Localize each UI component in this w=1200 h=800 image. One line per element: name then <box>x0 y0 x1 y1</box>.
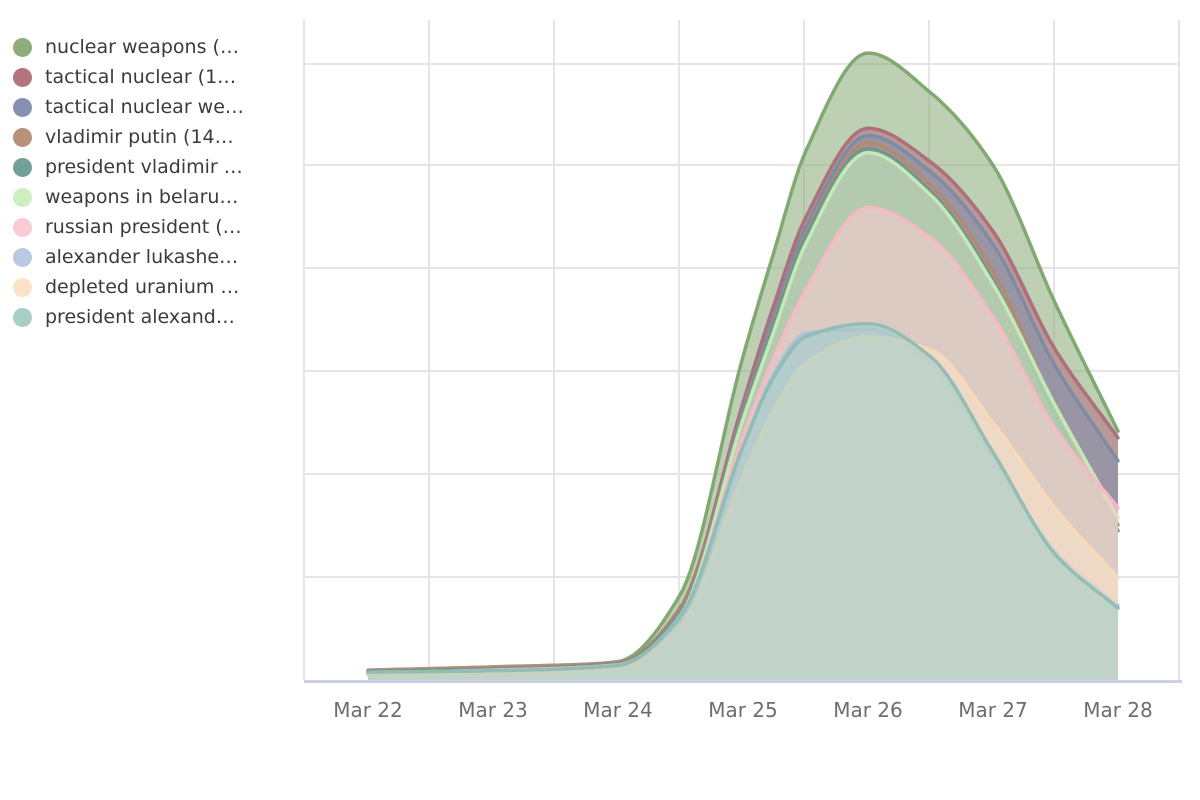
x-axis-label: Mar 24 <box>583 698 653 722</box>
legend-item-tactical-nuclear[interactable]: tactical nuclear (1… <box>13 62 244 92</box>
legend-label: tactical nuclear we… <box>45 96 244 118</box>
legend-label: tactical nuclear (1… <box>45 66 237 88</box>
legend-item-vladimir-putin[interactable]: vladimir putin (14… <box>13 122 244 152</box>
legend-item-president-vladimir[interactable]: president vladimir … <box>13 152 244 182</box>
legend-label: alexander lukashe… <box>45 246 239 268</box>
x-axis-label: Mar 26 <box>833 698 903 722</box>
legend-swatch-icon <box>13 67 32 87</box>
legend-label: russian president (… <box>45 216 242 238</box>
x-axis-label: Mar 25 <box>708 698 778 722</box>
legend-label: nuclear weapons (… <box>45 36 239 58</box>
chart-legend: nuclear weapons (… tactical nuclear (1… ta… <box>13 32 244 332</box>
legend-swatch-icon <box>13 247 32 267</box>
x-axis-label: Mar 22 <box>333 698 403 722</box>
legend-item-weapons-in-belarus[interactable]: weapons in belaru… <box>13 182 244 212</box>
legend-swatch-icon <box>13 217 32 237</box>
legend-swatch-icon <box>13 127 32 147</box>
legend-label: president alexand… <box>45 306 235 328</box>
legend-item-president-alexander[interactable]: president alexand… <box>13 302 244 332</box>
legend-item-alexander-lukashenko[interactable]: alexander lukashe… <box>13 242 244 272</box>
legend-swatch-icon <box>13 37 32 57</box>
legend-item-tactical-nuclear-weapons[interactable]: tactical nuclear we… <box>13 92 244 122</box>
x-axis-label: Mar 23 <box>458 698 528 722</box>
legend-item-depleted-uranium[interactable]: depleted uranium … <box>13 272 244 302</box>
legend-swatch-icon <box>13 307 32 327</box>
legend-swatch-icon <box>13 157 32 177</box>
x-axis-label: Mar 27 <box>958 698 1028 722</box>
legend-item-nuclear-weapons[interactable]: nuclear weapons (… <box>13 32 244 62</box>
legend-label: weapons in belaru… <box>45 186 239 208</box>
legend-swatch-icon <box>13 277 32 297</box>
legend-swatch-icon <box>13 97 32 117</box>
legend-item-russian-president[interactable]: russian president (… <box>13 212 244 242</box>
legend-label: vladimir putin (14… <box>45 126 234 148</box>
x-axis-label: Mar 28 <box>1083 698 1153 722</box>
legend-label: depleted uranium … <box>45 276 240 298</box>
series-area-president-alexander <box>368 323 1118 680</box>
legend-swatch-icon <box>13 187 32 207</box>
legend-label: president vladimir … <box>45 156 243 178</box>
series-line-president-alexander <box>366 321 1120 674</box>
